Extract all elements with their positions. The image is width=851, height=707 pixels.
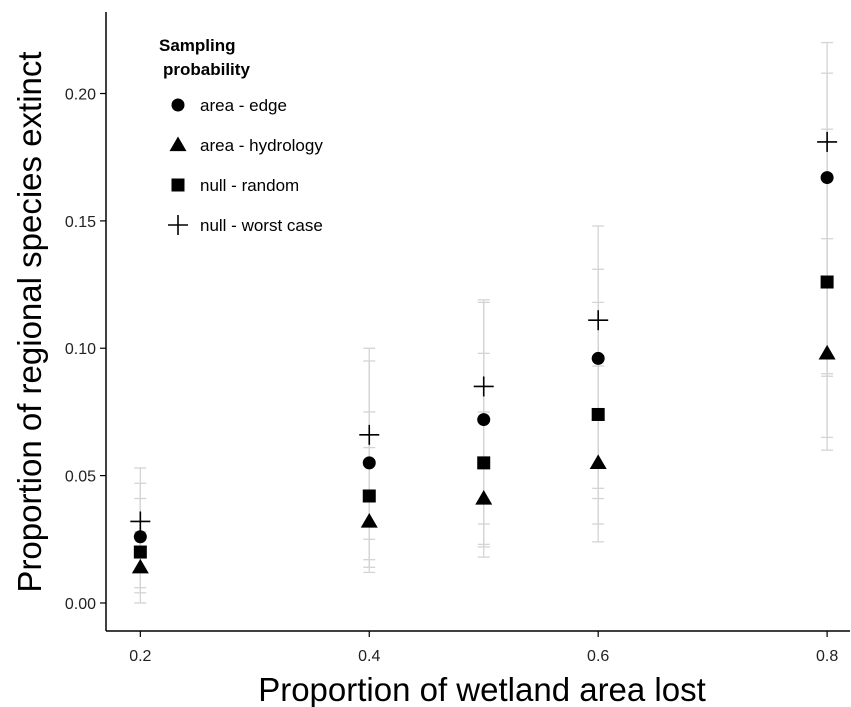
axis-tick-labels: 0.2 0.4 0.6 0.8 0.00 0.05 0.10 0.15 0.20: [65, 87, 838, 665]
legend-item: null - random: [172, 176, 300, 195]
data-point-plus: [359, 425, 379, 445]
data-point-circle: [592, 352, 605, 365]
legend: Sampling probability area - edge area - h…: [159, 36, 323, 235]
data-point-square: [592, 408, 605, 421]
data-point-square: [821, 276, 834, 289]
data-point-plus: [588, 310, 608, 330]
error-bars: [134, 43, 833, 603]
data-point-circle: [134, 530, 147, 543]
data-point-plus: [130, 511, 150, 531]
y-axis-title: Proportion of regional species extinct: [11, 51, 48, 592]
data-point-plus: [817, 132, 837, 152]
data-point-triangle: [132, 559, 149, 574]
legend-marker-plus: [168, 215, 188, 235]
data-point-circle: [363, 456, 376, 469]
legend-marker-square: [172, 179, 185, 192]
legend-label: null - random: [200, 176, 299, 195]
data-point-square: [134, 546, 147, 559]
legend-item: area - edge: [172, 96, 287, 115]
x-tick-label: 0.2: [129, 648, 151, 665]
legend-label: area - edge: [200, 96, 287, 115]
x-tick-label: 0.6: [587, 648, 609, 665]
data-point-plus: [474, 376, 494, 396]
legend-item: null - worst case: [168, 215, 323, 235]
x-tick-label: 0.4: [358, 648, 380, 665]
legend-items: area - edge area - hydrology null - random…: [168, 96, 323, 235]
data-point-triangle: [475, 490, 492, 505]
error-bar: [821, 73, 833, 374]
legend-marker-circle: [172, 99, 185, 112]
y-tick-label: 0.05: [65, 469, 96, 486]
y-tick-label: 0.20: [65, 87, 96, 104]
y-tick-label: 0.10: [65, 341, 96, 358]
legend-title-line1: Sampling: [159, 36, 236, 55]
legend-marker-triangle: [170, 137, 187, 152]
data-point-triangle: [361, 513, 378, 528]
data-point-triangle: [590, 454, 607, 469]
legend-item: area - hydrology: [170, 136, 324, 155]
legend-title-line2: probability: [163, 60, 250, 79]
y-tick-label: 0.15: [65, 214, 96, 231]
data-point-square: [363, 489, 376, 502]
data-point-circle: [477, 413, 490, 426]
x-tick-label: 0.8: [816, 648, 838, 665]
data-point-circle: [821, 171, 834, 184]
legend-label: null - worst case: [200, 216, 323, 235]
legend-label: area - hydrology: [200, 136, 323, 155]
y-tick-label: 0.00: [65, 596, 96, 613]
data-point-square: [477, 456, 490, 469]
data-point-triangle: [819, 345, 836, 360]
x-axis-title: Proportion of wetland area lost: [258, 671, 706, 707]
